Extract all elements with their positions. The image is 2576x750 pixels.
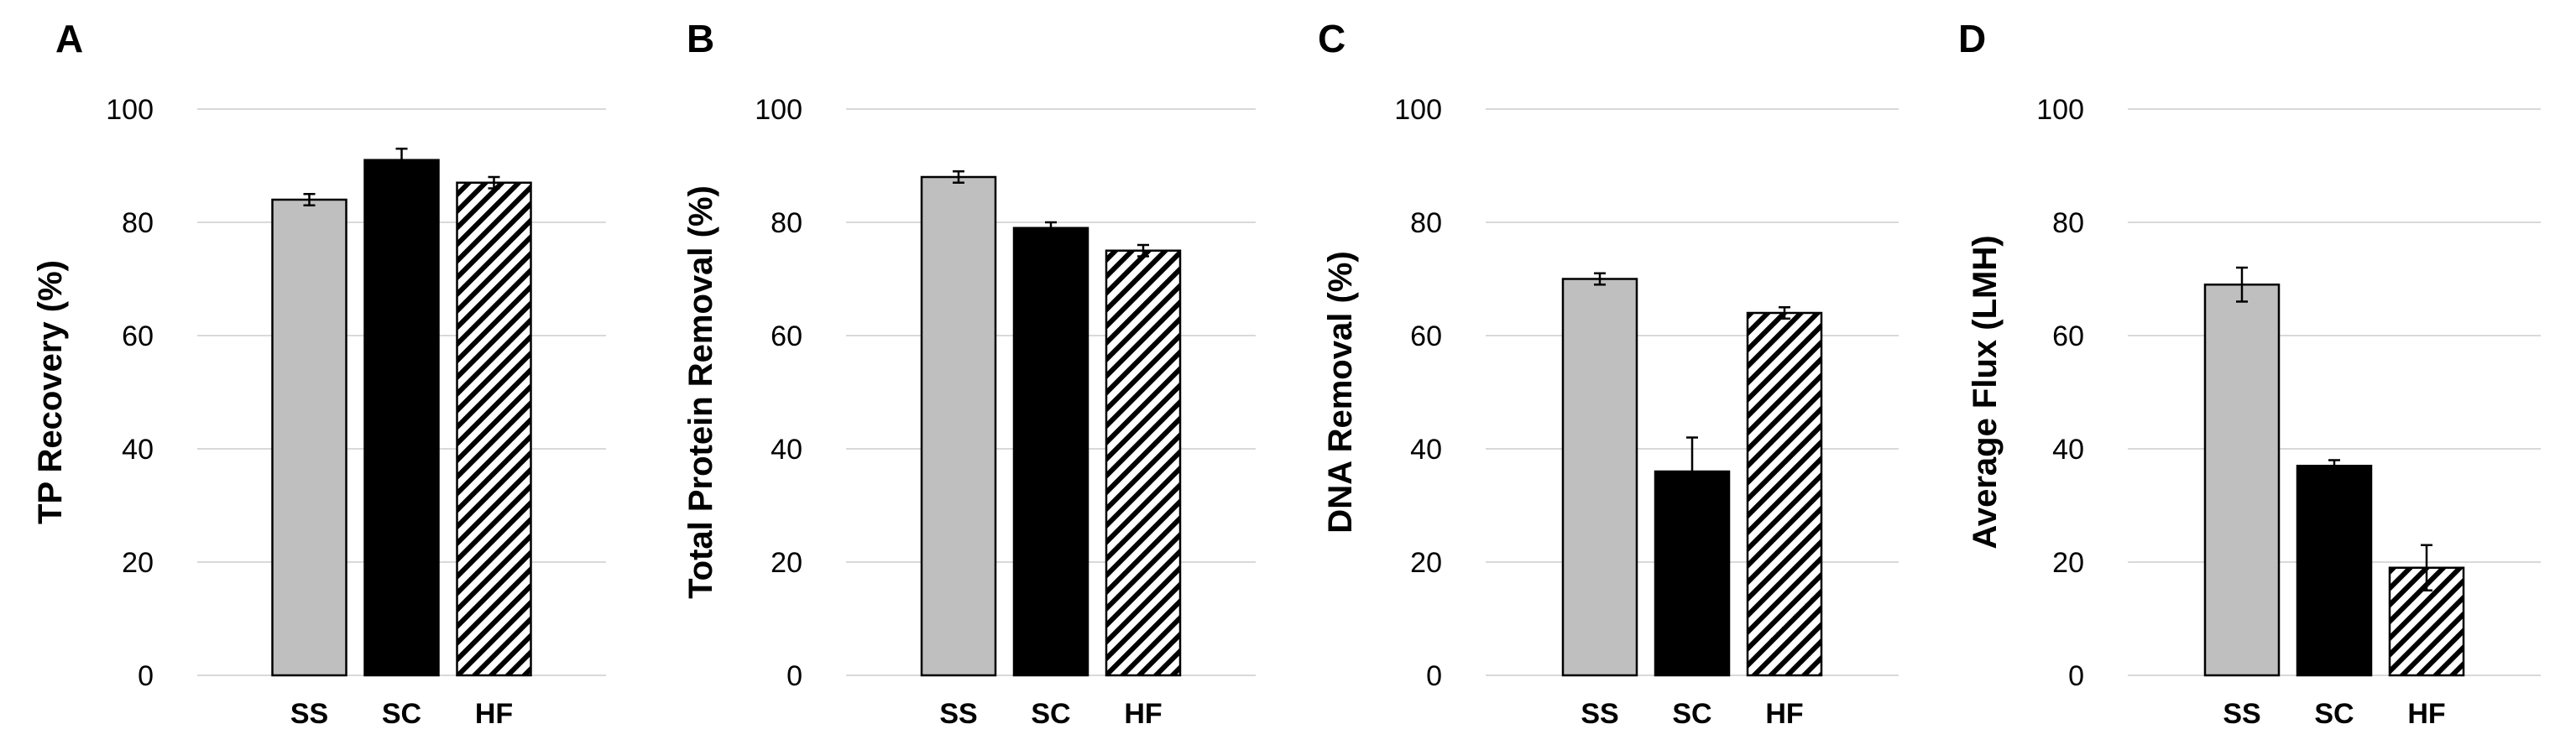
panel-letter: A bbox=[55, 17, 83, 60]
y-tick-label: 100 bbox=[106, 94, 154, 126]
y-axis-label: DNA Removal (%) bbox=[1322, 251, 1359, 533]
x-tick-label: SS bbox=[290, 698, 328, 730]
y-tick-label: 60 bbox=[1410, 320, 1442, 352]
y-tick-label: 80 bbox=[1410, 207, 1442, 239]
bar-ss bbox=[920, 175, 997, 677]
panel-letter: C bbox=[1318, 17, 1345, 60]
chart-panel-a: A 0 20 40 60 80 100 TP Recovery (%) SS SC HF bbox=[32, 17, 606, 730]
bar-hf bbox=[456, 181, 532, 677]
y-tick-label: 0 bbox=[138, 660, 154, 692]
x-tick-label: SS bbox=[1581, 698, 1618, 730]
y-tick-label: 100 bbox=[755, 94, 802, 126]
x-tick-label: HF bbox=[475, 698, 513, 730]
x-tick-label: SC bbox=[382, 698, 421, 730]
y-axis-label: TP Recovery (%) bbox=[32, 260, 69, 524]
y-tick-label: 100 bbox=[2036, 94, 2084, 126]
y-tick-label: 80 bbox=[2052, 207, 2084, 239]
y-axis-label: Total Protein Removal (%) bbox=[682, 185, 719, 599]
x-tick-label: HF bbox=[1124, 698, 1162, 730]
y-tick-label: 80 bbox=[771, 207, 802, 239]
x-tick-label: SS bbox=[2223, 698, 2260, 730]
y-tick-label: 20 bbox=[2052, 547, 2084, 579]
y-tick-label: 60 bbox=[771, 320, 802, 352]
y-axis-label: Average Flux (LMH) bbox=[1967, 235, 2004, 549]
y-tick-label: 60 bbox=[122, 320, 154, 352]
panel-letter: B bbox=[687, 17, 714, 60]
bar-sc bbox=[1012, 227, 1089, 677]
y-tick-label: 40 bbox=[2052, 434, 2084, 466]
y-tick-label: 40 bbox=[771, 434, 802, 466]
bar-sc bbox=[363, 159, 440, 677]
chart-panel-c: C 0 20 40 60 80 100 DNA Removal (%) SS SC HF bbox=[1318, 17, 1899, 730]
x-tick-label: HF bbox=[1765, 698, 1803, 730]
x-tick-label: HF bbox=[2407, 698, 2445, 730]
x-tick-label: SC bbox=[2314, 698, 2354, 730]
y-tick-label: 0 bbox=[786, 660, 802, 692]
bar-ss bbox=[1561, 278, 1638, 677]
panel-letter: D bbox=[1958, 17, 1986, 60]
y-tick-label: 0 bbox=[2068, 660, 2084, 692]
bar-hf bbox=[1746, 311, 1823, 677]
y-tick-label: 0 bbox=[1426, 660, 1442, 692]
x-tick-label: SC bbox=[1031, 698, 1070, 730]
y-tick-label: 60 bbox=[2052, 320, 2084, 352]
y-tick-label: 20 bbox=[1410, 547, 1442, 579]
bar-ss bbox=[2203, 284, 2281, 677]
bar-sc bbox=[2296, 465, 2373, 677]
bar-hf bbox=[1105, 249, 1182, 677]
y-tick-label: 100 bbox=[1394, 94, 1442, 126]
chart-panel-d: D 0 20 40 60 80 100 Average Flux (LMH) SS SC HF bbox=[1958, 17, 2541, 730]
x-tick-label: SC bbox=[1672, 698, 1711, 730]
x-tick-label: SS bbox=[939, 698, 977, 730]
y-tick-label: 40 bbox=[1410, 434, 1442, 466]
chart-panel-b: B 0 20 40 60 80 100 Total Protein Removal (%) SS… bbox=[682, 17, 1256, 730]
y-tick-label: 80 bbox=[122, 207, 154, 239]
y-tick-label: 40 bbox=[122, 434, 154, 466]
y-tick-label: 20 bbox=[771, 547, 802, 579]
y-tick-label: 20 bbox=[122, 547, 154, 579]
bar-ss bbox=[271, 198, 347, 677]
